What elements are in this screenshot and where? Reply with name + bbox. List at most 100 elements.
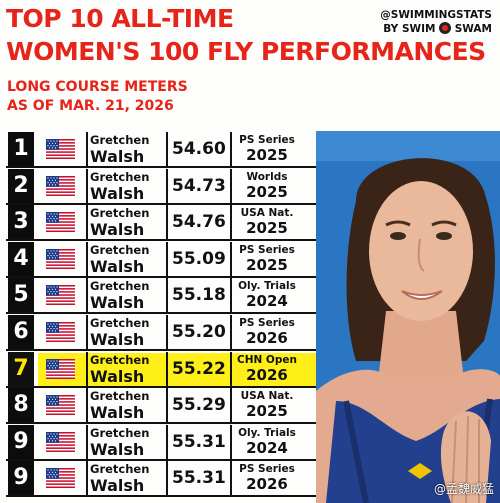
title-line-2: WOMEN'S 100 FLY PERFORMANCES — [6, 37, 486, 66]
table-row: 4 Gretchen Walsh 55.09 PS Series 2025 — [0, 242, 316, 277]
swimmer-name: Gretchen Walsh — [90, 462, 150, 495]
first-name: Gretchen — [90, 316, 150, 330]
meet-info: Oly. Trials 2024 — [236, 280, 298, 310]
meet-year: 2025 — [246, 183, 288, 201]
meet-year: 2026 — [246, 475, 288, 493]
rank-number: 4 — [8, 242, 34, 276]
first-name: Gretchen — [90, 243, 150, 257]
column-divider — [166, 388, 168, 422]
column-divider — [230, 425, 232, 459]
credit-handle: @SWIMMINGSTATS — [380, 9, 492, 21]
meet-year: 2024 — [246, 439, 288, 457]
column-divider — [86, 388, 88, 422]
credit-brand: SWAM — [454, 23, 492, 35]
swim-time: 55.29 — [172, 395, 226, 415]
column-divider — [230, 205, 232, 239]
last-name: Walsh — [90, 257, 145, 276]
swimmer-name: Gretchen Walsh — [90, 133, 150, 166]
column-divider — [86, 352, 88, 386]
meet-info: PS Series 2026 — [236, 317, 298, 347]
table-row: 1 Gretchen Walsh 54.60 PS Series 2025 — [0, 132, 316, 167]
last-name: Walsh — [90, 367, 145, 386]
column-divider — [166, 132, 168, 166]
swimmer-name: Gretchen Walsh — [90, 279, 150, 312]
first-name: Gretchen — [90, 462, 150, 476]
first-name: Gretchen — [90, 279, 150, 293]
rank-number: 8 — [8, 388, 34, 422]
column-divider — [166, 461, 168, 495]
column-divider — [230, 278, 232, 312]
subtitle-date: AS OF MAR. 21, 2026 — [7, 98, 174, 114]
usa-flag-icon — [46, 139, 75, 160]
row-divider — [6, 312, 316, 314]
meet-name: PS Series — [239, 317, 295, 329]
meet-info: Oly. Trials 2024 — [236, 427, 298, 457]
meet-name: Worlds — [246, 171, 288, 183]
column-divider — [166, 169, 168, 203]
watermark: @孟魏威猛 — [433, 482, 494, 496]
column-divider — [86, 315, 88, 349]
table-row: 9 Gretchen Walsh 55.31 PS Series 2026 — [0, 461, 316, 496]
highlight-bar — [38, 353, 316, 386]
swim-time: 54.73 — [172, 176, 226, 196]
column-divider — [166, 425, 168, 459]
usa-flag-icon — [46, 322, 75, 343]
last-name: Walsh — [90, 184, 145, 203]
rank-number: 6 — [8, 315, 34, 349]
usa-flag-icon — [46, 212, 75, 233]
title-line-1: TOP 10 ALL-TIME — [6, 4, 234, 33]
swimmer-name: Gretchen Walsh — [90, 206, 149, 238]
column-divider — [86, 242, 88, 276]
row-divider — [6, 422, 316, 424]
usa-flag-icon — [46, 285, 75, 306]
meet-info: PS Series 2026 — [236, 463, 298, 493]
row-divider — [6, 166, 316, 168]
usa-flag-icon — [46, 359, 75, 380]
meet-name: PS Series — [239, 463, 295, 475]
swim-time: 55.09 — [172, 249, 226, 269]
meet-year: 2025 — [246, 402, 288, 420]
rank-number: 9 — [8, 425, 34, 459]
column-divider — [166, 205, 168, 239]
swim-time: 55.22 — [172, 359, 226, 379]
swimmer-name: Gretchen Walsh — [90, 243, 150, 276]
meet-info: CHN Open 2026 — [236, 354, 298, 384]
column-divider — [86, 425, 88, 459]
column-divider — [166, 242, 168, 276]
last-name: Walsh — [90, 293, 145, 312]
column-divider — [230, 461, 232, 495]
row-divider — [6, 203, 316, 205]
column-divider — [166, 352, 168, 386]
meet-name: Oly. Trials — [238, 280, 296, 292]
last-name: Walsh — [90, 476, 145, 495]
table-row: 2 Gretchen Walsh 54.73 Worlds 2025 — [0, 169, 316, 204]
first-name: Gretchen — [90, 133, 150, 147]
usa-flag-icon — [46, 395, 75, 416]
meet-info: Worlds 2025 — [236, 171, 298, 201]
table-row: 6 Gretchen Walsh 55.20 PS Series 2026 — [0, 315, 316, 350]
meet-name: PS Series — [239, 244, 295, 256]
column-divider — [86, 461, 88, 495]
table-row: 8 Gretchen Walsh 55.29 USA Nat. 2025 — [0, 388, 316, 423]
swimmer-name: Gretchen Walsh — [90, 316, 150, 348]
first-name: Gretchen — [90, 426, 150, 440]
rank-number: 7 — [8, 352, 34, 386]
swimmer-name: Gretchen Walsh — [90, 389, 149, 421]
table-row: 3 Gretchen Walsh 54.76 USA Nat. 2025 — [0, 205, 316, 240]
swim-time: 54.60 — [172, 139, 226, 159]
first-name: Gretchen — [90, 353, 150, 367]
swim-time: 55.31 — [172, 432, 226, 452]
last-name: Walsh — [90, 147, 145, 166]
rank-number: 9 — [8, 461, 34, 495]
column-divider — [86, 132, 88, 166]
meet-year: 2024 — [246, 292, 288, 310]
row-divider — [6, 349, 316, 351]
column-divider — [86, 278, 88, 312]
meet-info: USA Nat. 2025 — [236, 207, 298, 237]
rank-number: 3 — [8, 205, 34, 239]
usa-flag-icon — [46, 468, 75, 489]
meet-name: USA Nat. — [240, 207, 294, 219]
usa-flag-icon — [46, 176, 75, 197]
column-divider — [86, 169, 88, 203]
swimmer-name: Gretchen Walsh — [90, 426, 150, 458]
